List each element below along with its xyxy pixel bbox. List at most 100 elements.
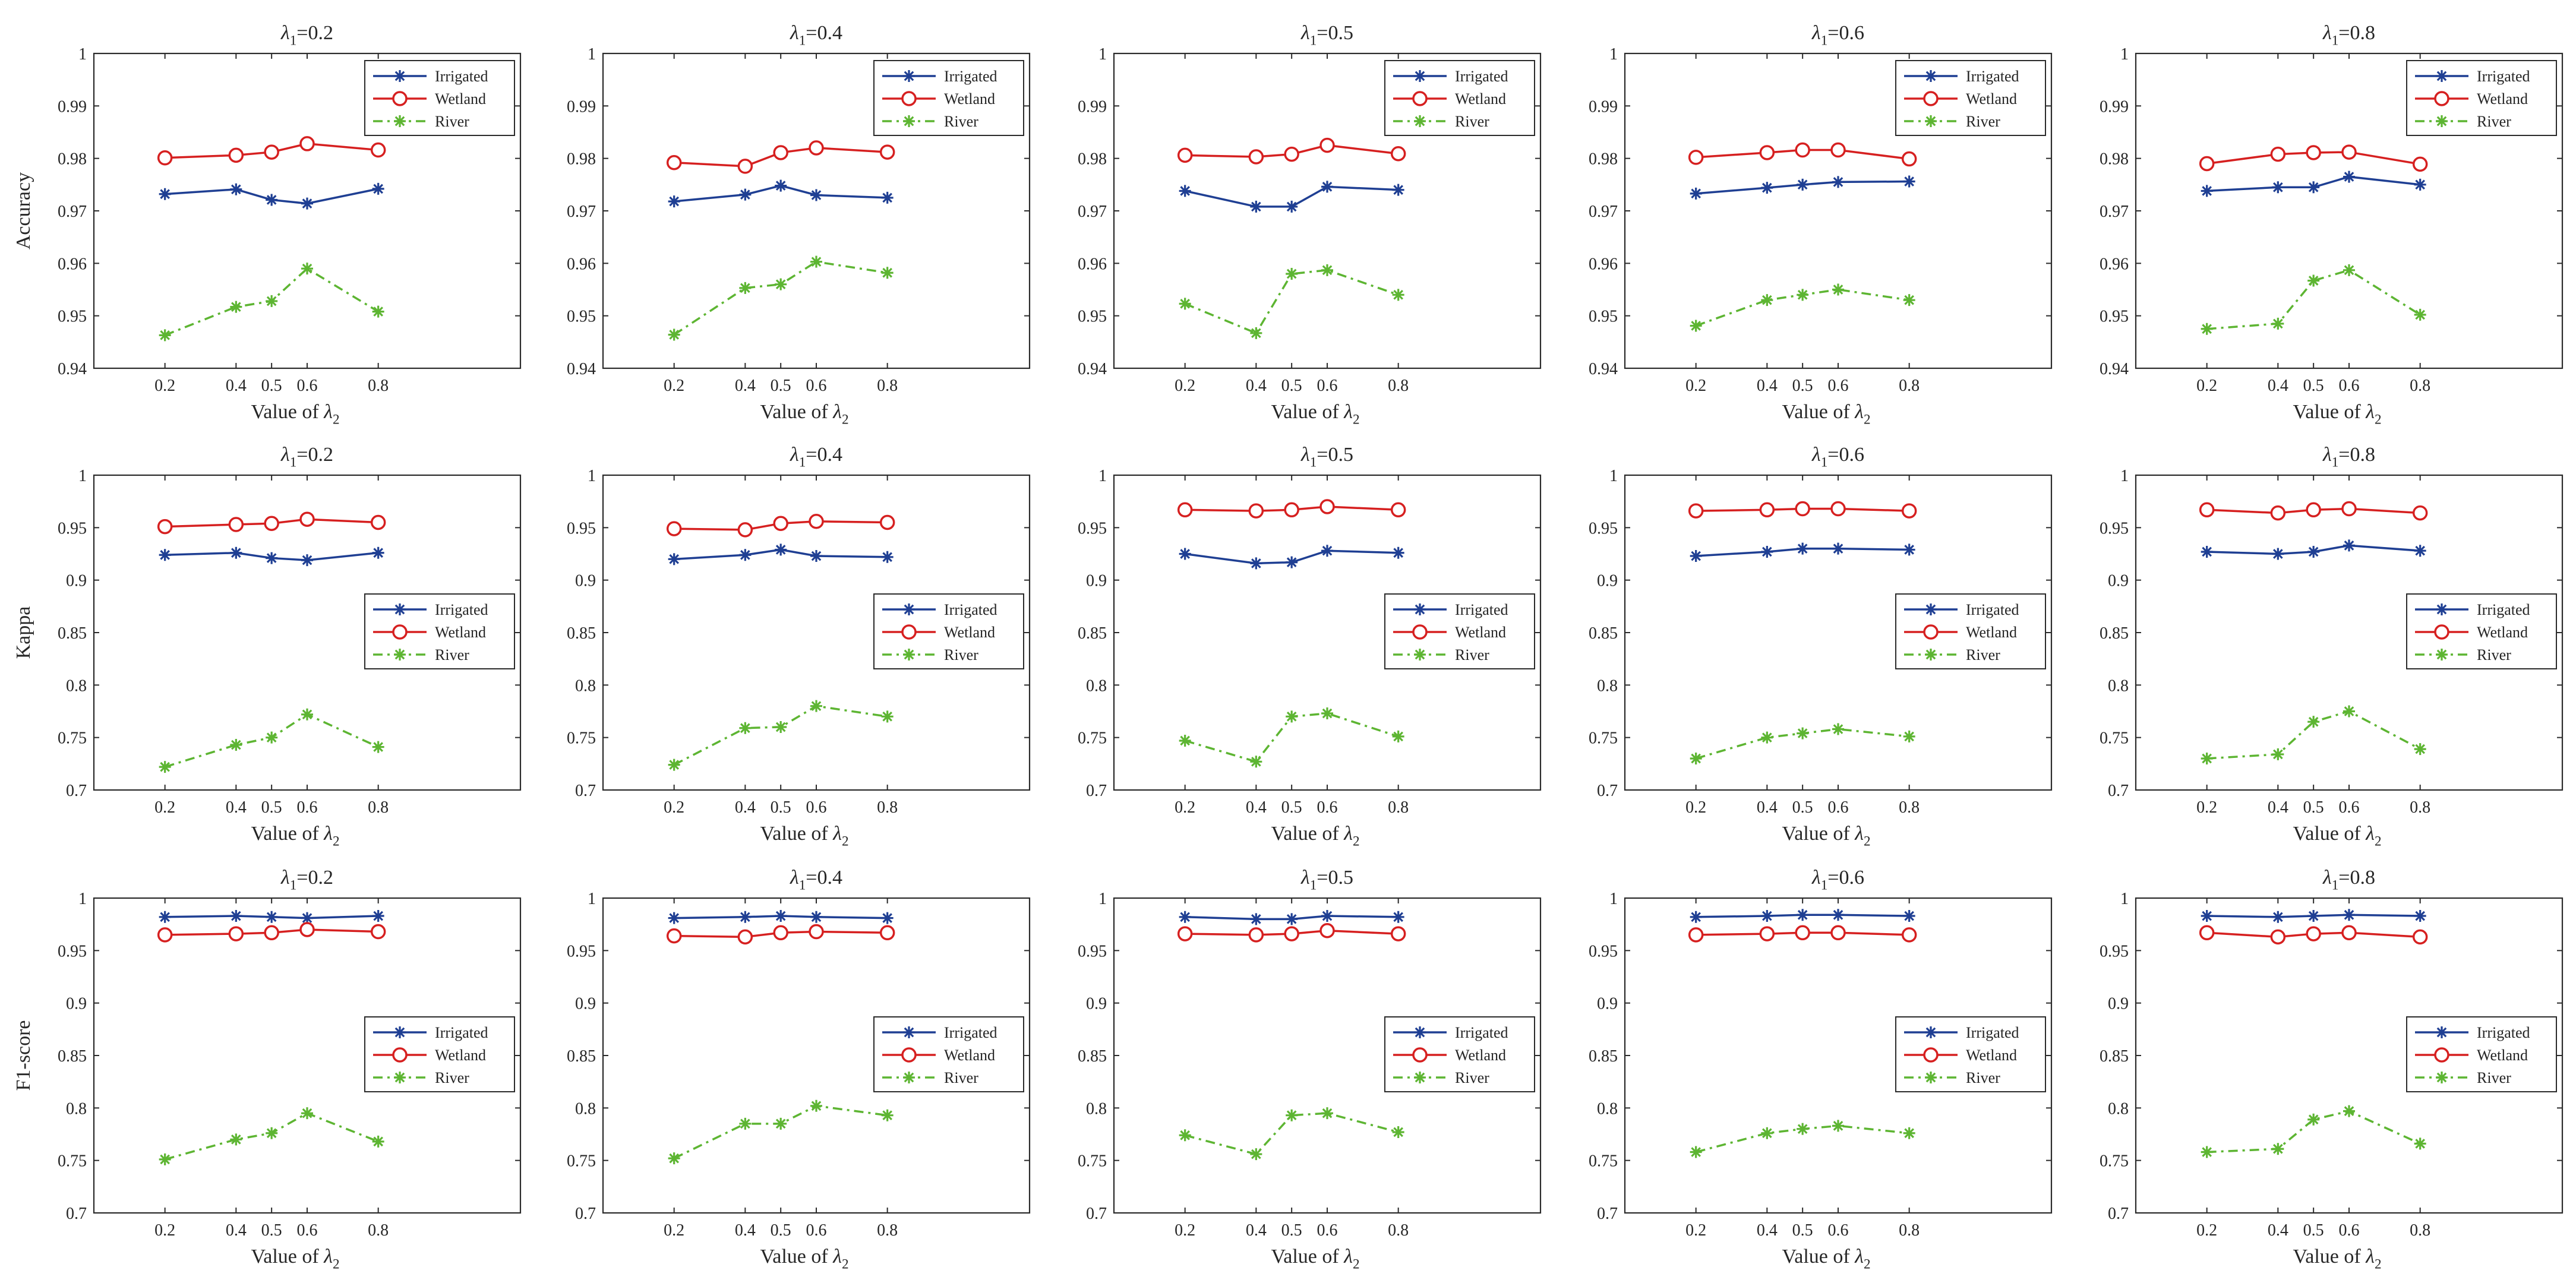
data-point-irrigated — [2307, 910, 2320, 922]
legend-label-irrigated: Irrigated — [2477, 1024, 2530, 1041]
data-point-river — [739, 282, 752, 294]
legend-marker-irrigated — [903, 603, 915, 615]
y-tick-label: 0.7 — [1086, 782, 1107, 800]
data-point-river — [2201, 323, 2213, 335]
lambda-symbol: λ — [280, 867, 290, 889]
x-tick-label: 0.4 — [226, 1221, 247, 1240]
subplot-title: λ1=0.2 — [280, 22, 333, 49]
series-wetland — [1688, 501, 1917, 519]
data-point-river — [1392, 1126, 1404, 1138]
legend-label-wetland: Wetland — [435, 624, 486, 641]
data-point-irrigated — [266, 911, 278, 923]
x-label-prefix: Value of — [760, 401, 833, 423]
y-tick-label: 0.8 — [575, 677, 596, 695]
y-tick-label: 0.9 — [2108, 572, 2129, 590]
series-line-river — [673, 1104, 888, 1159]
x-tick-label: 0.5 — [1281, 798, 1302, 817]
x-tick-label: 0.4 — [1246, 798, 1267, 817]
legend: Irrigated Wetland River — [873, 1016, 1024, 1092]
subplot-r1-c3: 0.94 0.95 0.96 0.97 0.98 0.99 1 0.2 0.4 0.5 0.6 0.8… — [1078, 22, 1542, 428]
data-point-irrigated — [810, 189, 822, 201]
y-tick-label: 0.95 — [567, 519, 596, 538]
series-irrigated — [2201, 170, 2426, 197]
x-tick-label: 0.5 — [2303, 798, 2324, 817]
legend-marker-irrigated — [394, 603, 406, 615]
data-point-river — [1392, 289, 1404, 301]
lambda-symbol: λ — [790, 867, 799, 889]
y-tick-label: 1 — [78, 467, 87, 485]
data-point-irrigated — [230, 910, 242, 922]
legend-marker-river — [1925, 649, 1937, 661]
x-tick-label: 0.5 — [1281, 377, 1302, 395]
x-axis-label: Value of λ2 — [1271, 401, 1359, 428]
legend-label-irrigated: Irrigated — [1966, 1024, 2019, 1041]
x-label-prefix: Value of — [1782, 1246, 1855, 1268]
data-point-wetland — [2270, 146, 2286, 162]
lambda-subscript: 1 — [1310, 33, 1317, 49]
y-tick-label: 0.9 — [1086, 995, 1107, 1013]
y-tick-label: 0.9 — [575, 572, 596, 590]
legend-label-wetland: Wetland — [944, 624, 995, 641]
data-point-irrigated — [1286, 913, 1298, 925]
x-tick-label: 0.4 — [2268, 1221, 2288, 1240]
data-point-river — [1761, 1127, 1773, 1139]
x-tick-label: 0.8 — [1388, 1221, 1409, 1240]
y-tick-label: 0.75 — [58, 729, 87, 748]
series-river — [668, 255, 894, 341]
y-tick-label: 0.75 — [2100, 1152, 2129, 1171]
x-tick-label: 0.8 — [877, 1221, 898, 1240]
data-point-irrigated — [2414, 545, 2426, 557]
data-point-wetland — [1795, 142, 1810, 158]
data-point-irrigated — [372, 182, 384, 195]
x-label-prefix: Value of — [251, 401, 324, 423]
data-point-wetland — [809, 924, 824, 940]
data-point-river — [230, 301, 242, 313]
x-label-prefix: Value of — [2293, 823, 2366, 845]
lambda-subscript: 1 — [290, 455, 297, 470]
series-river — [159, 1107, 384, 1165]
data-point-irrigated — [2272, 548, 2284, 560]
series-river — [2201, 1105, 2426, 1158]
y-tick-label: 0.75 — [1589, 1152, 1618, 1171]
series-irrigated — [159, 910, 384, 924]
data-point-wetland — [299, 511, 315, 527]
lambda-symbol: λ — [1300, 22, 1310, 44]
data-point-wetland — [1284, 926, 1299, 941]
y-tick-label: 1 — [1609, 467, 1618, 485]
x-tick-label: 0.2 — [2196, 377, 2217, 395]
x-tick-label: 0.2 — [1685, 1221, 1706, 1240]
data-point-irrigated — [668, 553, 680, 565]
data-point-irrigated — [1392, 911, 1404, 923]
legend-marker-irrigated — [2436, 70, 2448, 82]
lambda-symbol: λ — [2365, 823, 2375, 845]
data-point-irrigated — [881, 912, 894, 924]
x-label-prefix: Value of — [1782, 401, 1855, 423]
data-point-irrigated — [301, 912, 313, 924]
series-line-river — [2206, 1110, 2421, 1154]
lambda-subscript: 1 — [2332, 33, 2339, 49]
series-river — [1690, 1120, 1915, 1158]
data-point-wetland — [264, 925, 279, 941]
y-tick-label: 0.85 — [58, 624, 87, 643]
y-tick-label: 0.75 — [58, 1152, 87, 1171]
legend-marker-river — [1414, 649, 1426, 661]
title-value: =0.2 — [296, 22, 333, 44]
x-label-prefix: Value of — [1271, 1246, 1344, 1268]
y-tick-label: 1 — [2120, 467, 2129, 485]
legend-label-irrigated: Irrigated — [1455, 68, 1508, 85]
legend-label-river: River — [1966, 113, 2000, 130]
legend-label-wetland: Wetland — [944, 1047, 995, 1064]
y-tick-label: 0.75 — [2100, 729, 2129, 748]
y-tick-label: 0.75 — [1589, 729, 1618, 748]
x-axis-label: Value of λ2 — [760, 1246, 848, 1272]
subplot-r1-c2: 0.94 0.95 0.96 0.97 0.98 0.99 1 0.2 0.4 0.5 0.6 0.8… — [567, 22, 1031, 428]
y-tick-label: 0.99 — [567, 97, 596, 116]
data-point-wetland — [2270, 505, 2286, 521]
title-value: =0.5 — [1317, 867, 1353, 889]
y-tick-label: 0.95 — [1589, 308, 1618, 326]
data-point-wetland — [1795, 501, 1810, 517]
data-point-river — [372, 741, 384, 753]
data-point-irrigated — [2307, 545, 2320, 558]
y-tick-label: 0.95 — [2100, 519, 2129, 538]
